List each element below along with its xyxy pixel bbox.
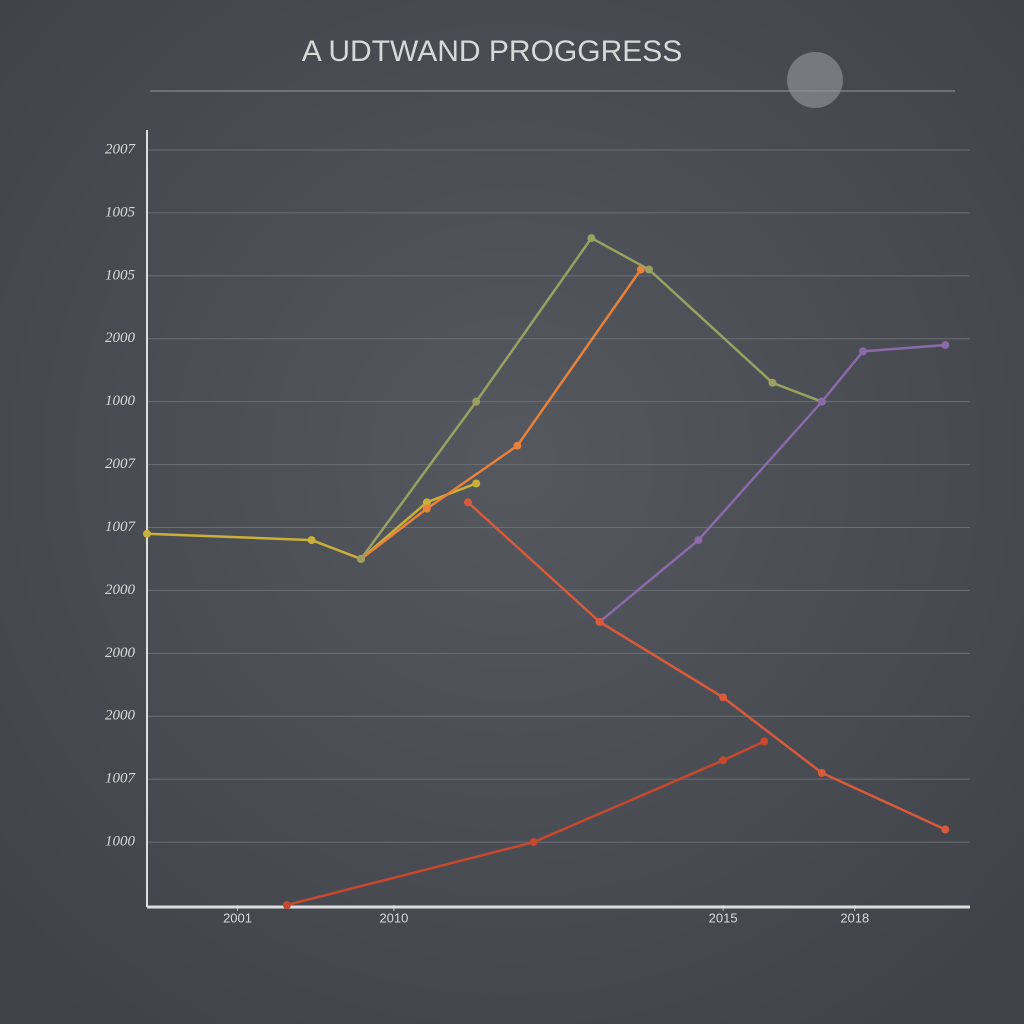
series-point — [694, 536, 703, 545]
series-point — [760, 737, 769, 746]
series-point — [529, 838, 538, 847]
series-line — [286, 740, 765, 907]
series-point — [422, 498, 431, 507]
series-point — [282, 901, 291, 909]
series-point — [719, 756, 728, 765]
series-point — [941, 341, 950, 350]
series-point — [595, 617, 604, 626]
ornament — [787, 52, 843, 108]
y-tick-label: 2007 — [105, 141, 137, 157]
y-tick-label: 2007 — [105, 456, 137, 472]
y-tick-label: 1000 — [105, 393, 136, 409]
y-tick-label: 1007 — [105, 771, 137, 787]
series-point — [587, 234, 596, 243]
series-point — [472, 397, 481, 406]
y-tick-label: 1007 — [105, 519, 137, 535]
series-point — [143, 529, 151, 538]
series-point — [472, 479, 481, 488]
series-line — [359, 236, 823, 560]
y-tick-label: 1005 — [105, 204, 136, 220]
series-point — [356, 554, 365, 563]
series-point — [941, 825, 950, 834]
series-point — [422, 504, 431, 513]
y-tick-label: 2000 — [105, 708, 136, 724]
series-point — [859, 347, 868, 356]
chart-title: A UDTWAND PROGGRESS — [302, 35, 683, 68]
series-line — [360, 268, 642, 560]
x-tick-label: 2018 — [840, 910, 869, 925]
series-point — [719, 693, 728, 702]
series-point — [768, 378, 777, 387]
y-tick-label: 1000 — [105, 834, 136, 850]
series-point — [307, 536, 316, 545]
y-tick-label: 2000 — [105, 582, 136, 598]
y-tick-label: 2000 — [105, 645, 136, 661]
y-tick-label: 2000 — [105, 330, 136, 346]
series-point — [817, 397, 826, 406]
series-point — [817, 768, 826, 777]
series-point — [513, 441, 522, 450]
x-tick-label: 2010 — [379, 910, 408, 925]
series-point — [645, 265, 654, 274]
x-tick-label: 2001 — [223, 910, 252, 925]
x-tick-label: 2015 — [709, 910, 738, 925]
series-point — [463, 498, 472, 507]
y-tick-label: 1005 — [105, 267, 136, 283]
